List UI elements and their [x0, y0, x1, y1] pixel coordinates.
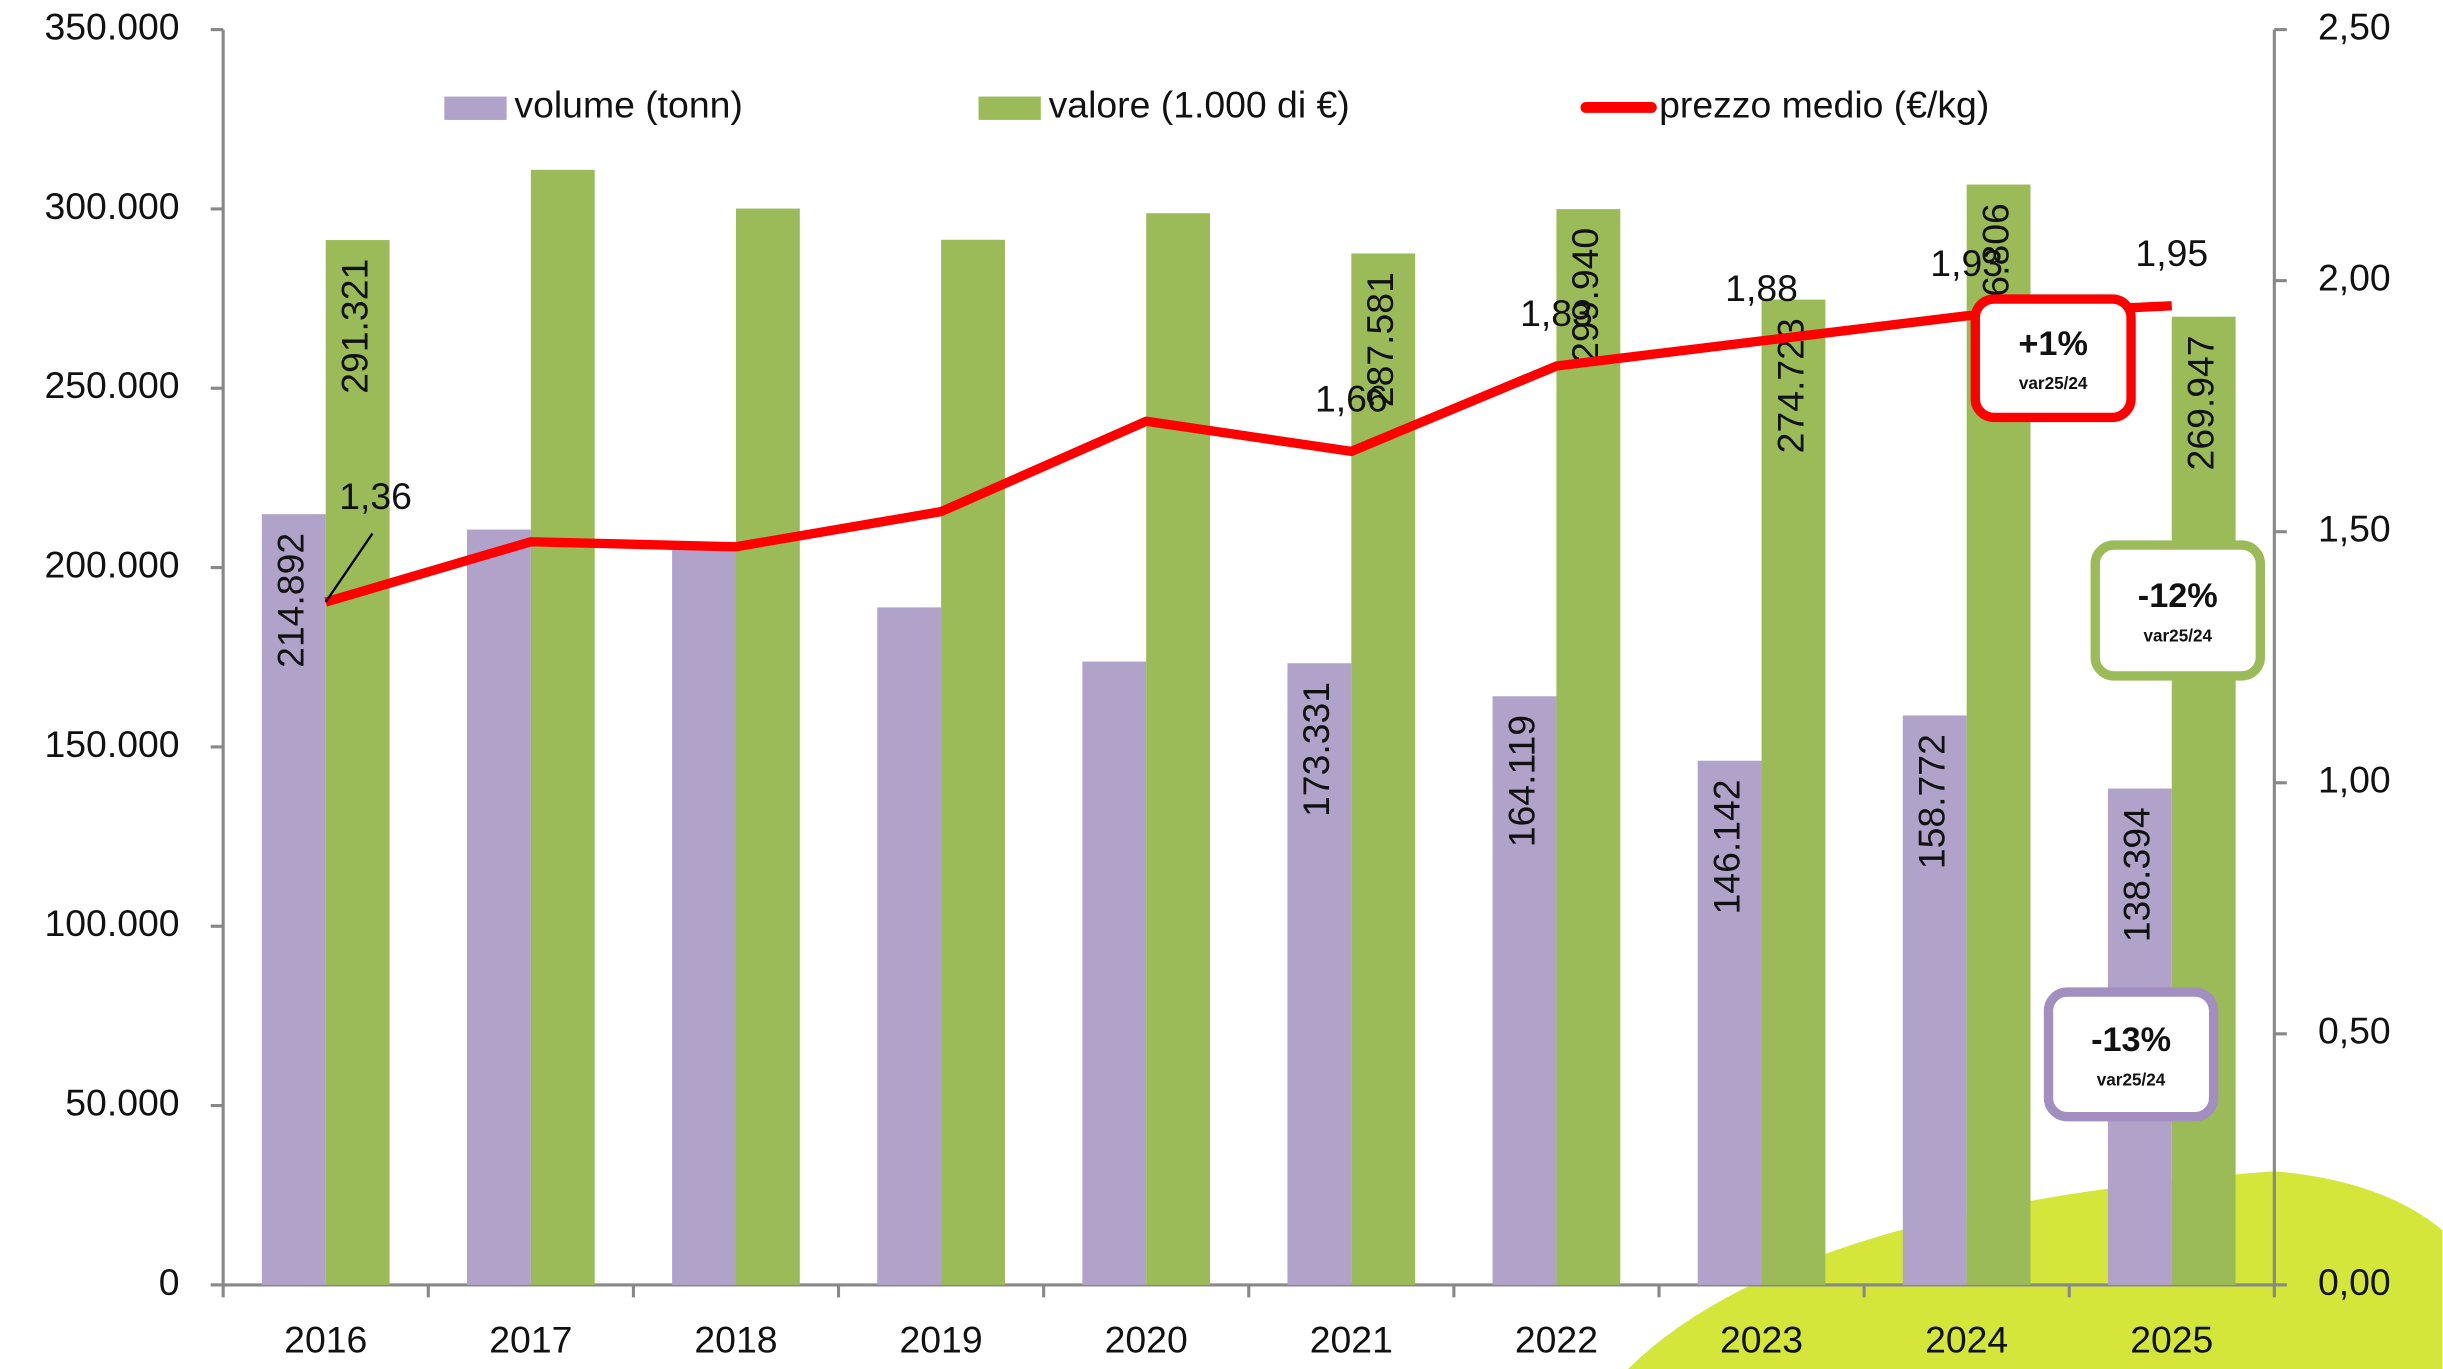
price-line [326, 306, 2172, 602]
annotation-subtext: var25/24 [2143, 626, 2212, 646]
x-tick-label: 2022 [1515, 1318, 1598, 1360]
x-tick-label: 2019 [900, 1318, 983, 1360]
annotation-subtext: var25/24 [2019, 373, 2088, 393]
x-tick-label: 2018 [694, 1318, 777, 1360]
bar [1556, 209, 1620, 1285]
line-value-label: 1,66 [1315, 377, 1388, 419]
annotation-text: +1% [2018, 325, 2088, 363]
y-tick-label: 150.000 [45, 723, 180, 765]
bar [326, 240, 390, 1285]
y-tick-label: 0 [159, 1261, 180, 1303]
legend-swatch [444, 97, 506, 120]
chart: 0 50.000 100.000 150.000 200.000 250.000 300.0… [0, 0, 2443, 1369]
legend-label: prezzo medio (€/kg) [1659, 83, 1989, 125]
y2-tick-label: 0,00 [2318, 1261, 2391, 1303]
bar [531, 170, 595, 1285]
line-value-label: 1,83 [1520, 292, 1593, 334]
bar-value-label: 164.119 [1500, 715, 1542, 847]
x-tick-label: 2021 [1310, 1318, 1393, 1360]
bar-value-label: 291.321 [334, 259, 376, 394]
bar-value-label: 146.142 [1705, 779, 1747, 914]
y-tick-label: 300.000 [45, 185, 180, 227]
bar [467, 530, 531, 1285]
bar-value-label: 269.947 [2180, 335, 2222, 470]
line-value-label: 1,88 [1725, 267, 1798, 309]
y-tick-label: 100.000 [45, 902, 180, 944]
line-value-label: 1,95 [2135, 232, 2208, 274]
bar-value-label: 138.394 [2116, 807, 2158, 942]
line-value-label: 1,93 [1930, 242, 2003, 284]
y-tick-label: 200.000 [45, 543, 180, 585]
bar [877, 607, 941, 1285]
x-tick-label: 2024 [1925, 1318, 2008, 1360]
bar [672, 546, 736, 1285]
bar [736, 209, 800, 1285]
legend-swatch [979, 97, 1041, 120]
bar [1082, 662, 1146, 1285]
y2-tick-label: 2,50 [2318, 5, 2391, 47]
y2-tick-label: 2,00 [2318, 257, 2391, 299]
annotation-text: -13% [2091, 1021, 2171, 1059]
bar-value-label: 158.772 [1911, 734, 1953, 869]
y-tick-label: 50.000 [65, 1081, 179, 1123]
x-tick-label: 2020 [1105, 1318, 1188, 1360]
legend-label: volume (tonn) [514, 83, 742, 125]
line-value-label: 1,36 [339, 475, 412, 517]
bar-value-label: 214.892 [270, 533, 312, 668]
annotation-text: -12% [2138, 577, 2218, 615]
bar [1146, 213, 1210, 1285]
y-tick-label: 250.000 [45, 364, 180, 406]
bar-value-label: 173.331 [1295, 682, 1337, 817]
y2-tick-label: 0,50 [2318, 1010, 2391, 1052]
bar [941, 240, 1005, 1285]
y2-tick-label: 1,50 [2318, 508, 2391, 550]
x-tick-label: 2025 [2130, 1318, 2213, 1360]
x-tick-label: 2023 [1720, 1318, 1803, 1360]
annotation-subtext: var25/24 [2097, 1069, 2166, 1089]
y-tick-label: 350.000 [45, 5, 180, 47]
x-tick-label: 2016 [284, 1318, 367, 1360]
legend-label: valore (1.000 di €) [1049, 83, 1350, 125]
x-tick-label: 2017 [489, 1318, 572, 1360]
y2-tick-label: 1,00 [2318, 759, 2391, 801]
